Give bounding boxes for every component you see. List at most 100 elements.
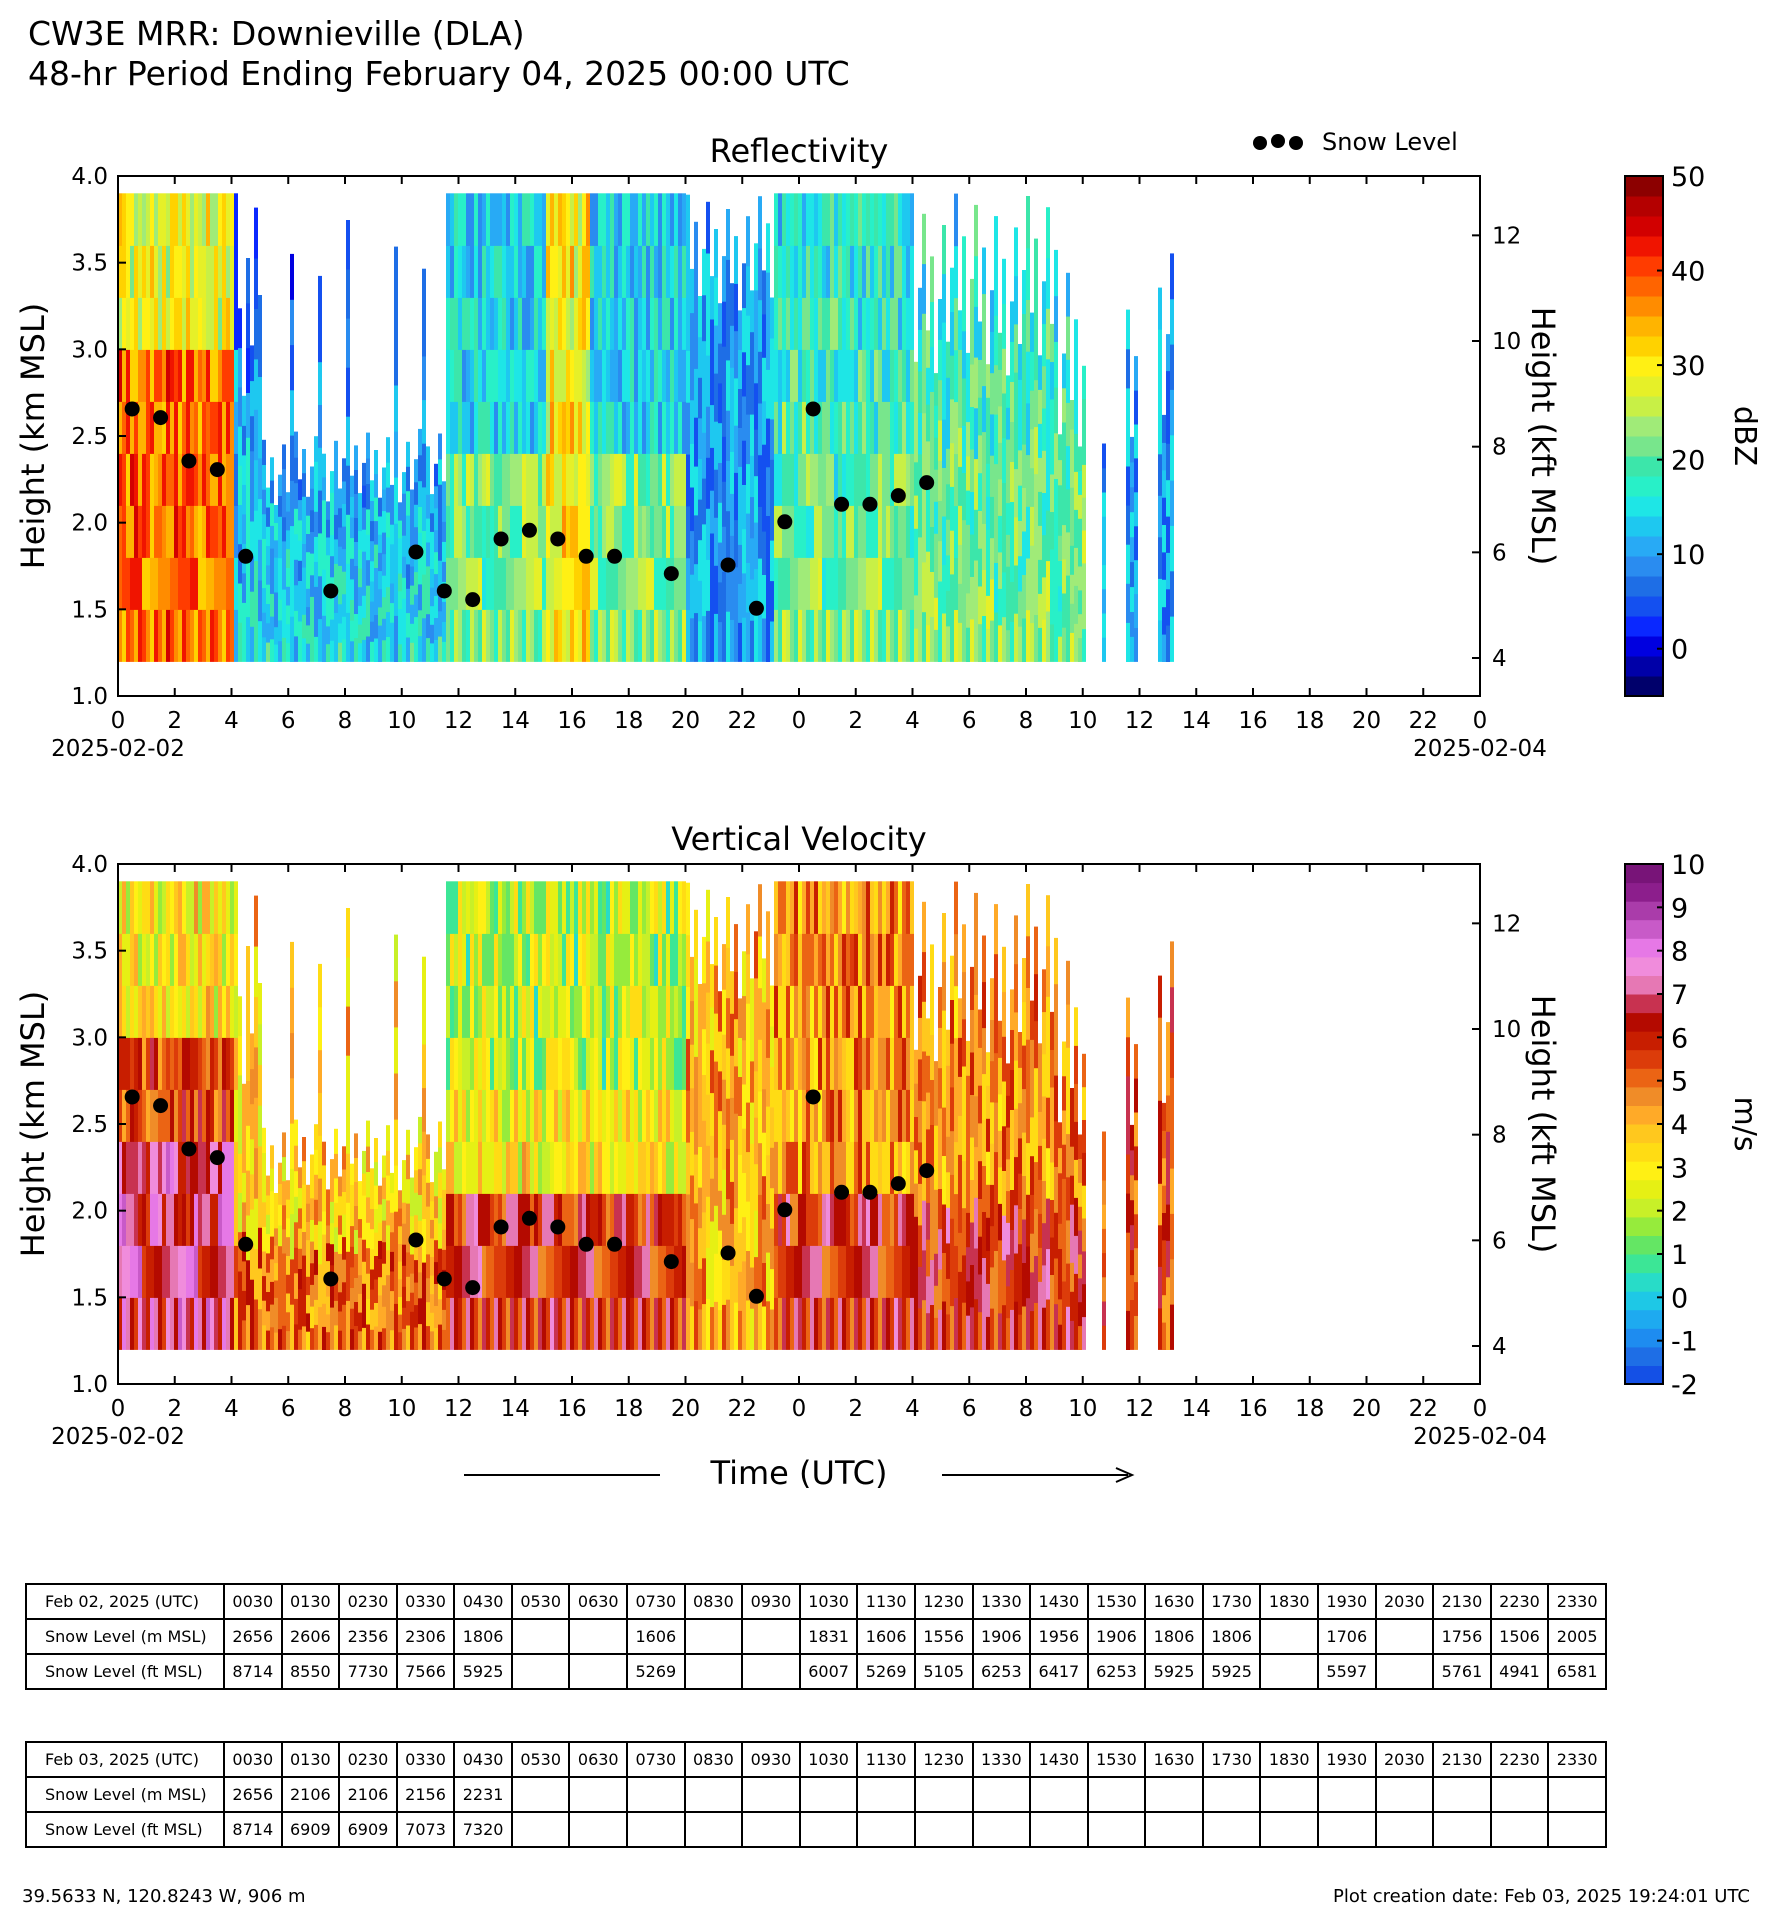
heatmap-cell [842, 245, 846, 298]
heatmap-cell [246, 990, 250, 1037]
heatmap-cell [874, 297, 878, 350]
heatmap-cell [982, 935, 986, 983]
heatmap-cell [750, 455, 754, 498]
snow-level-point [663, 1254, 679, 1270]
heatmap-cell [330, 1180, 334, 1202]
heatmap-cell [570, 453, 574, 506]
heatmap-cell [486, 1193, 490, 1246]
heatmap-cell [390, 1270, 394, 1292]
heatmap-cell [742, 1039, 746, 1085]
heatmap-cell [430, 1275, 434, 1295]
heatmap-cell [1074, 319, 1078, 358]
heatmap-cell [758, 1246, 762, 1299]
heatmap-cell [446, 557, 450, 610]
heatmap-cell [446, 1037, 450, 1090]
heatmap-cell [1038, 525, 1042, 560]
heatmap-cell [142, 453, 146, 506]
heatmap-cell [566, 349, 570, 402]
heatmap-cell [850, 245, 854, 298]
heatmap-cell [754, 1302, 758, 1350]
heatmap-cell [158, 453, 162, 506]
heatmap-cell [774, 349, 778, 402]
heatmap-cell [374, 1278, 378, 1303]
heatmap-cell [546, 1037, 550, 1090]
heatmap-cell [302, 637, 306, 662]
heatmap-cell [1058, 1273, 1062, 1300]
heatmap-cell [818, 1193, 822, 1246]
colorbar-tick-label: 3 [1671, 1153, 1688, 1184]
heatmap-cell [414, 549, 418, 573]
heatmap-cell [654, 453, 658, 506]
heatmap-cell [1066, 1219, 1070, 1264]
heatmap-cell [994, 463, 998, 514]
heatmap-cell [638, 1297, 642, 1350]
heatmap-cell [698, 620, 702, 662]
heatmap-cell [750, 372, 754, 415]
heatmap-cell [722, 481, 726, 527]
heatmap-cell [566, 401, 570, 454]
heatmap-cell [222, 505, 226, 558]
heatmap-cell [830, 505, 834, 558]
heatmap-cell [894, 881, 898, 934]
heatmap-cell [962, 1018, 966, 1067]
heatmap-cell [1046, 945, 1050, 997]
snow-level-point [493, 531, 509, 547]
heatmap-cell [506, 297, 510, 350]
heatmap-cell [1130, 1299, 1134, 1325]
heatmap-cell [802, 985, 806, 1038]
heatmap-cell [1062, 1246, 1066, 1282]
heatmap-cell [126, 193, 130, 246]
heatmap-cell [426, 470, 430, 495]
table-time-cell: 1930 [1316, 1583, 1377, 1620]
heatmap-cell [890, 985, 894, 1038]
heatmap-cell [886, 609, 890, 662]
heatmap-cell [1030, 351, 1034, 391]
legend-label: Snow Level [1322, 128, 1458, 156]
heatmap-cell [386, 1224, 390, 1251]
heatmap-cell [698, 1065, 702, 1107]
table-value-cell: 2156 [395, 1776, 456, 1813]
heatmap-cell [486, 985, 490, 1038]
heatmap-cell [710, 361, 714, 406]
heatmap-cell [978, 1236, 982, 1275]
heatmap-cell [786, 1193, 790, 1246]
heatmap-cell [786, 297, 790, 350]
heatmap-cell [522, 297, 526, 350]
heatmap-cell [798, 1245, 802, 1298]
heatmap-cell [782, 1193, 786, 1246]
heatmap-cell [314, 1324, 318, 1350]
heatmap-cell [942, 225, 946, 275]
heatmap-cell [886, 1141, 890, 1194]
heatmap-cell [1074, 547, 1078, 586]
heatmap-cell [250, 1103, 254, 1140]
heatmap-cell [694, 514, 698, 565]
heatmap-cell [598, 557, 602, 610]
heatmap-cell [306, 1312, 310, 1332]
heatmap-cell [862, 1193, 866, 1246]
heatmap-cell [702, 294, 706, 342]
heatmap-cell [1078, 1158, 1082, 1183]
heatmap-cell [470, 1245, 474, 1298]
table-value-cell: 2606 [280, 1618, 341, 1655]
heatmap-cell [470, 985, 474, 1038]
heatmap-cell [846, 193, 850, 246]
x-tick-label: 2 [167, 1396, 182, 1422]
heatmap-cell [250, 415, 254, 452]
heatmap-cell [1166, 588, 1170, 626]
heatmap-cell [194, 1193, 198, 1246]
heatmap-cell [854, 1089, 858, 1142]
heatmap-cell [386, 437, 390, 463]
heatmap-cell [1054, 615, 1058, 662]
heatmap-cell [290, 299, 294, 346]
heatmap-cell [486, 933, 490, 986]
heatmap-cell [506, 1037, 510, 1090]
heatmap-cell [322, 453, 326, 478]
heatmap-cell [634, 1141, 638, 1194]
y-tick-label: 1.0 [71, 1372, 108, 1398]
heatmap-cell [670, 985, 674, 1038]
heatmap-cell [850, 1245, 854, 1298]
heatmap-cell [462, 349, 466, 402]
heatmap-cell [1070, 458, 1074, 488]
snow-level-point [663, 566, 679, 582]
heatmap-cell [178, 193, 182, 246]
